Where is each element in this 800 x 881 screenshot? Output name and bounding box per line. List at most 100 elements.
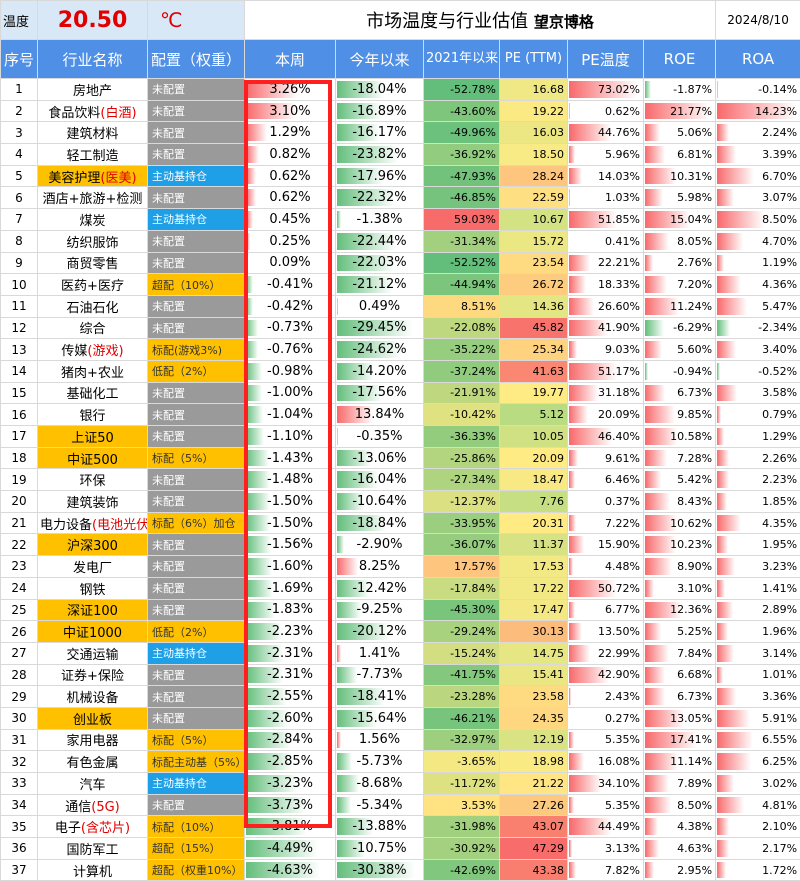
pe-temperature: 50.72% <box>568 577 644 599</box>
value-bar <box>569 450 578 467</box>
roa: 1.41% <box>716 577 800 599</box>
pe-temp-value: 2.43% <box>605 690 640 703</box>
pe-temp-value: 7.22% <box>605 517 640 530</box>
industry-name: 中证1000 <box>38 621 148 643</box>
roe: -1.87% <box>644 79 716 101</box>
week-value: 3.10% <box>269 104 310 119</box>
ytd-value: 1.56% <box>359 732 400 747</box>
roe: 6.73% <box>644 382 716 404</box>
since-2021-change: -35.22% <box>424 339 500 361</box>
ytd-value: -10.64% <box>352 494 406 509</box>
week-value: -3.73% <box>267 798 313 813</box>
since-2021-value: -22.08% <box>450 321 496 334</box>
allocation-tag: 未配置 <box>148 79 245 101</box>
ytd-change: -13.88% <box>336 816 424 838</box>
pe-temp-value: 15.90% <box>598 538 640 551</box>
industry-label: 建筑装饰 <box>66 496 118 511</box>
roe: 4.38% <box>644 816 716 838</box>
since-2021-change: -23.28% <box>424 686 500 708</box>
industry-label: 电力设备 <box>40 518 92 533</box>
since-2021-change: -25.86% <box>424 447 500 469</box>
col-index-header: 序号 <box>1 40 38 79</box>
roa: 5.47% <box>716 295 800 317</box>
since-2021-change: -46.85% <box>424 187 500 209</box>
roe-value: -6.29% <box>673 321 712 334</box>
industry-label: 机械设备 <box>66 691 118 706</box>
row-index: 5 <box>1 165 38 187</box>
value-bar <box>645 255 653 272</box>
pe-temperature: 4.48% <box>568 556 644 578</box>
ytd-change: -29.45% <box>336 317 424 339</box>
pe-value: 16.03 <box>533 126 565 139</box>
since-2021-change: -30.92% <box>424 838 500 860</box>
allocation-tag: 未配置 <box>148 230 245 252</box>
since-2021-change: 59.03% <box>424 209 500 231</box>
ytd-value: -15.64% <box>352 711 406 726</box>
since-2021-value: -11.72% <box>450 777 496 790</box>
value-bar <box>337 428 338 445</box>
roa-value: 1.19% <box>762 256 797 269</box>
pe-temperature: 18.33% <box>568 274 644 296</box>
roe: 8.43% <box>644 491 716 513</box>
allocation-tag: 主动基持仓 <box>148 642 245 664</box>
pe-value: 41.63 <box>533 365 565 378</box>
pe-ttm: 41.63 <box>500 360 568 382</box>
pe-temperature: 20.09% <box>568 404 644 426</box>
industry-name: 银行 <box>38 404 148 426</box>
value-bar <box>569 255 590 272</box>
pe-temperature: 13.50% <box>568 621 644 643</box>
allocation-tag: 未配置 <box>148 469 245 491</box>
since-2021-value: -37.24% <box>450 365 496 378</box>
roa-value: 1.72% <box>762 864 797 877</box>
value-bar <box>645 623 661 640</box>
value-bar <box>569 146 575 163</box>
industry-name: 交通运输 <box>38 642 148 664</box>
value-bar <box>337 797 351 814</box>
industry-label: 家用电器 <box>66 734 118 749</box>
value-bar <box>645 124 660 141</box>
row-index: 9 <box>1 252 38 274</box>
ytd-change: 1.56% <box>336 729 424 751</box>
since-2021-value: -29.24% <box>450 625 496 638</box>
value-bar <box>717 667 723 684</box>
roa-value: 4.81% <box>762 799 797 812</box>
allocation-tag: 未配置 <box>148 404 245 426</box>
pe-value: 17.22 <box>533 582 565 595</box>
week-value: -1.00% <box>267 385 313 400</box>
roe: 6.81% <box>644 144 716 166</box>
roe: 7.28% <box>644 447 716 469</box>
week-change: -1.10% <box>245 426 336 448</box>
ytd-change: -22.32% <box>336 187 424 209</box>
industry-note: (电池光伏) <box>92 518 147 533</box>
allocation-tag: 未配置 <box>148 794 245 816</box>
pe-temperature: 15.90% <box>568 534 644 556</box>
pe-ttm: 45.82 <box>500 317 568 339</box>
industry-name: 证券+保险 <box>38 664 148 686</box>
ytd-change: 0.49% <box>336 295 424 317</box>
row-index: 7 <box>1 209 38 231</box>
roa-value: 4.36% <box>762 278 797 291</box>
value-bar <box>569 276 586 293</box>
industry-label: 汽车 <box>79 778 105 793</box>
pe-temp-value: 7.82% <box>605 864 640 877</box>
pe-temp-value: 16.08% <box>598 755 640 768</box>
roe-value: 7.20% <box>677 278 712 291</box>
roe: -0.94% <box>644 360 716 382</box>
pe-temperature: 0.62% <box>568 100 644 122</box>
industry-name: 石油石化 <box>38 295 148 317</box>
value-bar <box>717 515 741 532</box>
roe-value: 4.63% <box>677 842 712 855</box>
since-2021-change: -31.34% <box>424 230 500 252</box>
pe-temp-value: 5.35% <box>605 799 640 812</box>
pe-ttm: 18.50 <box>500 144 568 166</box>
pe-temp-value: 20.09% <box>598 408 640 421</box>
pe-value: 25.34 <box>533 343 565 356</box>
pe-temp-value: 0.37% <box>605 495 640 508</box>
week-change: -3.81% <box>245 816 336 838</box>
roa-value: 1.41% <box>762 582 797 595</box>
week-change: -4.49% <box>245 838 336 860</box>
since-2021-change: -44.94% <box>424 274 500 296</box>
